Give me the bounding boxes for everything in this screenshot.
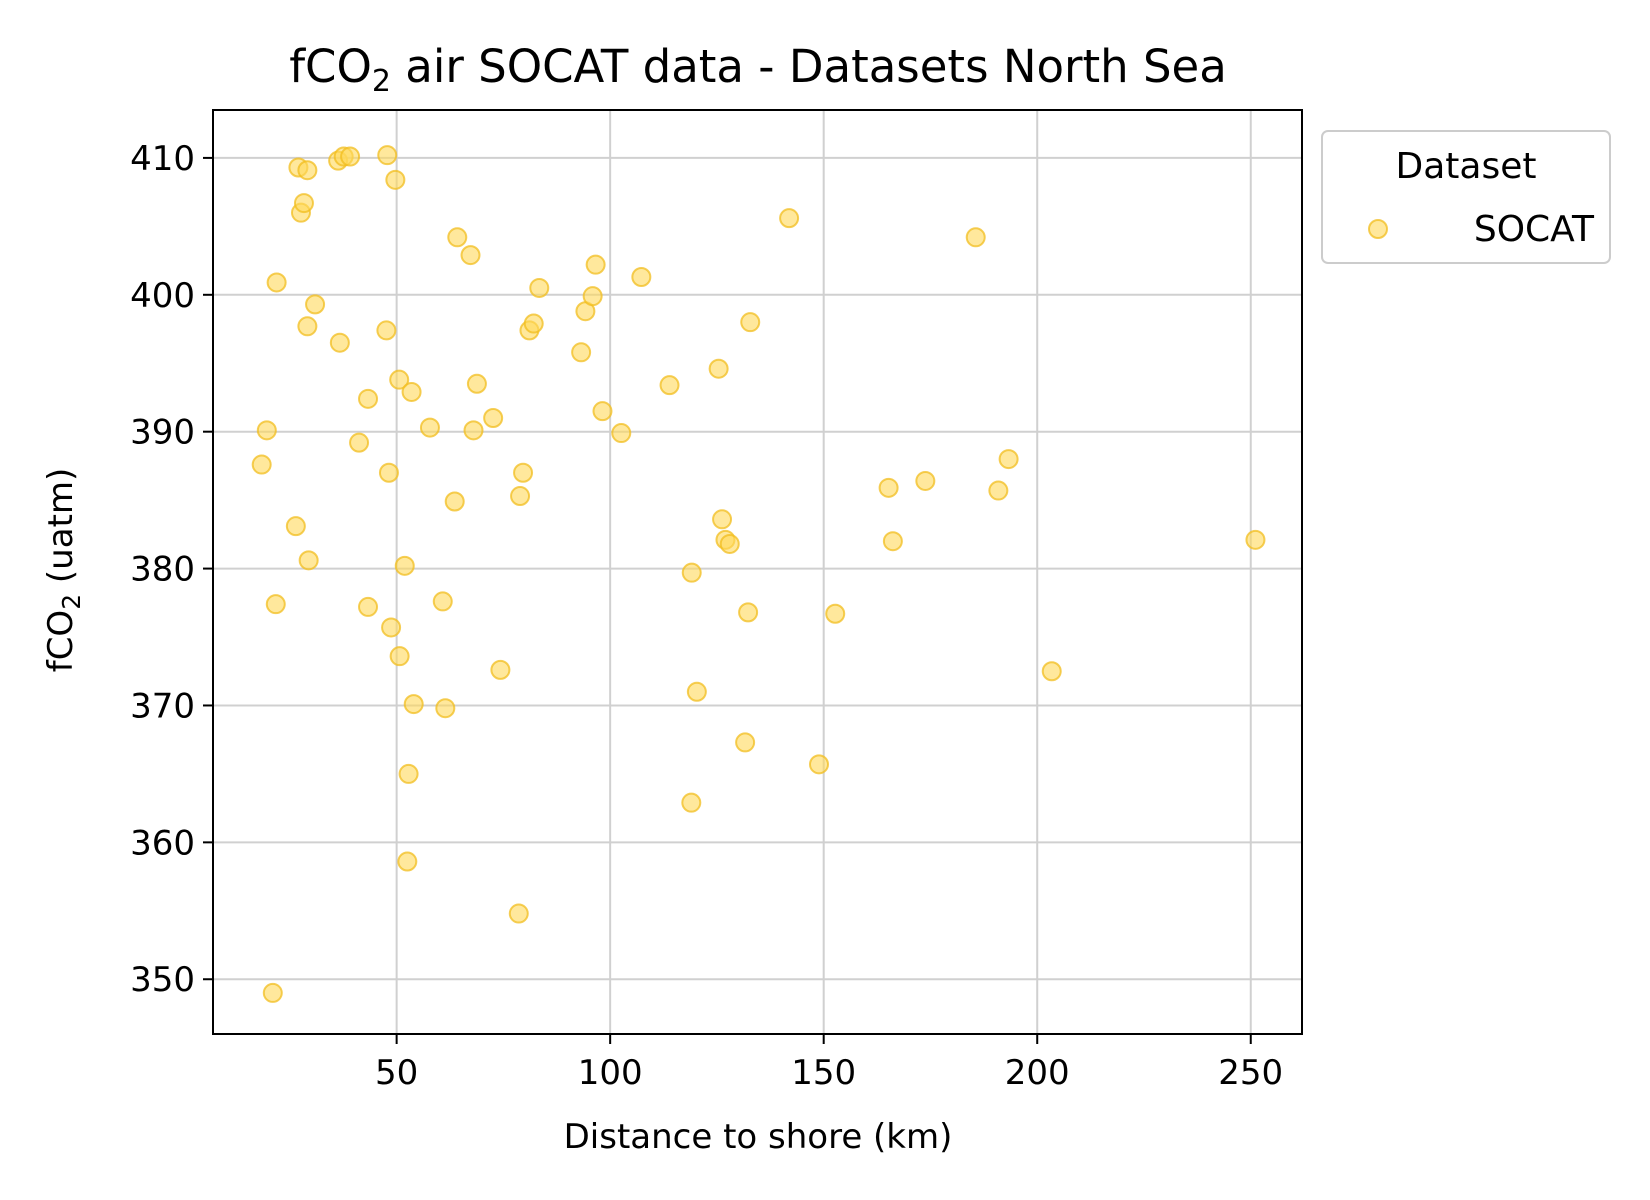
- y-tick-label: 360: [130, 823, 195, 863]
- data-point: [915, 470, 936, 491]
- data-point: [708, 358, 729, 379]
- data-point: [463, 420, 484, 441]
- data-point: [659, 375, 680, 396]
- legend-label-socat: SOCAT: [1474, 209, 1595, 250]
- x-tick-label: 100: [578, 1053, 643, 1093]
- data-point: [297, 160, 318, 181]
- data-point: [293, 193, 314, 214]
- data-point: [460, 245, 481, 266]
- data-point: [513, 462, 534, 483]
- data-point: [385, 169, 406, 190]
- chart-title: fCO2 air SOCAT data - Datasets North Sea: [289, 40, 1227, 99]
- x-axis-label: Distance to shore (km): [564, 1117, 953, 1157]
- data-point: [571, 342, 592, 363]
- y-tick-label: 400: [130, 276, 195, 316]
- data-point: [529, 277, 550, 298]
- data-point: [389, 646, 410, 667]
- data-point: [466, 373, 487, 394]
- data-point: [808, 754, 829, 775]
- data-point: [738, 602, 759, 623]
- data-point: [998, 449, 1019, 470]
- data-point: [447, 227, 468, 248]
- data-point: [435, 698, 456, 719]
- data-point: [349, 432, 370, 453]
- data-point: [825, 603, 846, 624]
- data-point: [1245, 529, 1266, 550]
- data-point: [1041, 661, 1062, 682]
- data-point: [631, 267, 652, 288]
- y-tick-label: 370: [130, 686, 195, 726]
- y-tick-label: 380: [130, 550, 195, 590]
- data-point: [483, 408, 504, 428]
- x-tick-label: 150: [791, 1053, 856, 1093]
- data-point: [444, 491, 465, 512]
- y-axis-label: fCO2 (uatm): [41, 468, 86, 673]
- data-point: [592, 401, 613, 422]
- data-point: [297, 316, 318, 337]
- data-point: [585, 254, 606, 275]
- data-point: [251, 454, 272, 475]
- data-point: [681, 562, 702, 583]
- data-point: [376, 320, 397, 341]
- data-point: [340, 146, 361, 167]
- data-point: [305, 294, 326, 315]
- data-point: [329, 332, 350, 353]
- data-point: [358, 388, 379, 409]
- data-point: [398, 763, 419, 784]
- data-point: [878, 477, 899, 498]
- legend-marker-socat: [1368, 219, 1388, 239]
- data-point: [265, 594, 286, 615]
- x-tick-label: 250: [1218, 1053, 1283, 1093]
- data-point: [523, 313, 544, 334]
- data-point: [419, 417, 440, 438]
- data-point: [401, 381, 422, 402]
- data-point: [256, 420, 277, 441]
- data-point: [735, 732, 756, 753]
- data-point: [262, 982, 283, 1003]
- data-point: [377, 145, 398, 166]
- y-tick-label: 390: [130, 413, 195, 453]
- data-point: [358, 596, 379, 617]
- data-point: [508, 903, 529, 924]
- data-point: [712, 509, 733, 530]
- x-axis-ticks: 50 100 150 200 250: [375, 1034, 1283, 1093]
- data-point: [740, 312, 761, 333]
- data-point: [490, 659, 511, 680]
- data-point: [582, 286, 603, 307]
- data-point: [686, 681, 707, 702]
- data-point: [403, 694, 424, 715]
- data-point: [510, 486, 531, 507]
- data-point: [611, 423, 632, 444]
- y-axis-ticks: 350 360 370 380 390 400 410: [130, 139, 213, 1000]
- y-tick-label: 410: [130, 139, 195, 179]
- x-tick-label: 50: [375, 1053, 418, 1093]
- data-point: [988, 480, 1009, 501]
- legend: Dataset SOCAT: [1321, 130, 1611, 264]
- data-point: [397, 851, 418, 872]
- data-point: [779, 208, 800, 229]
- data-point: [378, 462, 399, 483]
- data-point: [285, 516, 306, 537]
- y-tick-label: 350: [130, 960, 195, 1000]
- legend-box: [1321, 130, 1611, 264]
- grid-lines: [213, 110, 1302, 1034]
- data-points: [251, 145, 1266, 1003]
- plot-frame: [212, 109, 1303, 1035]
- data-point: [432, 591, 453, 612]
- data-point: [266, 272, 287, 293]
- legend-title: Dataset: [1396, 146, 1537, 187]
- data-point: [298, 550, 319, 571]
- data-point: [394, 555, 415, 576]
- x-tick-label: 200: [1005, 1053, 1070, 1093]
- data-point: [719, 533, 740, 554]
- data-point: [381, 617, 402, 638]
- data-point: [681, 792, 702, 813]
- data-point: [965, 227, 986, 248]
- data-point: [389, 369, 410, 390]
- data-point: [882, 531, 903, 552]
